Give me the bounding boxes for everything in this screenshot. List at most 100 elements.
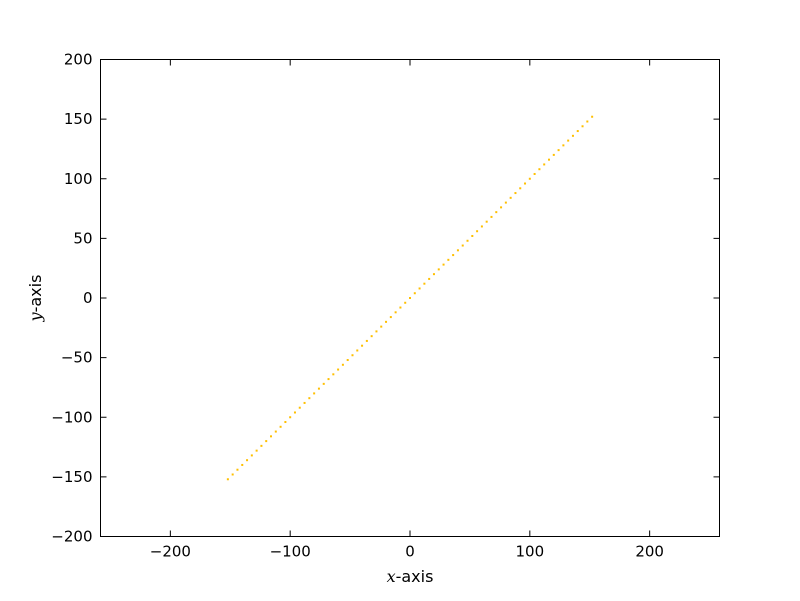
data-point (442, 263, 445, 266)
data-point (437, 268, 440, 271)
data-point (236, 468, 239, 471)
data-point (552, 153, 555, 156)
y-tick-label: −100 (51, 408, 92, 426)
data-point (279, 425, 282, 428)
x-axis-label-text: -axis (396, 567, 434, 586)
y-tick-label: −200 (51, 528, 92, 546)
data-point (533, 172, 536, 175)
data-point (538, 168, 541, 171)
data-point (495, 211, 498, 214)
data-point (461, 244, 464, 247)
data-point (260, 444, 263, 447)
x-axis-label-var: x (387, 567, 396, 586)
y-axis-label-text: -axis (26, 275, 45, 313)
data-point (519, 187, 522, 190)
data-point (255, 449, 258, 452)
y-tick-label: 150 (64, 110, 93, 128)
data-point (380, 325, 383, 328)
data-point (341, 363, 344, 366)
data-point (466, 239, 469, 242)
data-point (418, 287, 421, 290)
data-point (394, 311, 397, 314)
data-point (226, 478, 229, 481)
data-point (332, 373, 335, 376)
data-point (293, 411, 296, 414)
data-point (337, 368, 340, 371)
x-tick-label: 200 (635, 543, 664, 561)
data-point (509, 196, 512, 199)
data-point (365, 339, 368, 342)
data-point (528, 177, 531, 180)
data-point (409, 297, 411, 299)
y-tick-label: 50 (73, 229, 92, 247)
data-point (389, 316, 392, 319)
data-point (241, 463, 244, 466)
data-point (231, 473, 234, 476)
data-point (404, 301, 407, 304)
data-point (303, 401, 306, 404)
data-point (327, 378, 330, 381)
y-axis-label: y-axis (26, 275, 45, 323)
x-tick-label: −100 (270, 543, 311, 561)
y-tick-label: 200 (64, 51, 93, 69)
data-point (543, 163, 546, 166)
data-point (591, 115, 594, 118)
data-point (284, 421, 287, 424)
x-axis-label: x-axis (387, 567, 434, 586)
data-point (571, 134, 574, 137)
data-point (308, 397, 311, 400)
data-point (265, 440, 268, 443)
y-axis-label-var: y (26, 311, 45, 322)
data-point (504, 201, 507, 204)
x-tick-label: 0 (405, 543, 415, 561)
data-points (226, 115, 594, 481)
data-point (480, 225, 483, 228)
data-point (298, 406, 301, 409)
data-point (375, 330, 378, 333)
data-point (476, 230, 479, 233)
y-tick-label: −150 (51, 468, 92, 486)
data-point (581, 125, 584, 128)
data-point (246, 459, 249, 462)
data-point (313, 392, 316, 395)
data-point (557, 149, 560, 152)
data-point (562, 144, 565, 147)
data-point (361, 344, 364, 347)
data-point (270, 435, 273, 438)
data-point (500, 206, 503, 209)
data-point (485, 220, 488, 223)
data-point (447, 258, 450, 261)
data-point (514, 192, 517, 195)
data-point (346, 359, 349, 362)
data-point (471, 234, 474, 237)
data-point (399, 306, 402, 309)
y-tick-label: 100 (64, 170, 93, 188)
data-point (586, 120, 589, 123)
y-tick-label: 0 (83, 289, 93, 307)
data-point (490, 215, 493, 218)
data-point (322, 382, 325, 385)
y-tick-label: −50 (61, 349, 93, 367)
data-point (423, 282, 426, 285)
data-point (317, 387, 320, 390)
x-tick-label: 100 (516, 543, 545, 561)
data-point (567, 139, 570, 142)
data-point (289, 416, 292, 419)
data-point (428, 277, 431, 280)
data-point (385, 320, 388, 323)
data-point (432, 273, 435, 276)
data-point (351, 354, 354, 357)
data-point (456, 249, 459, 252)
data-point (576, 130, 579, 133)
data-point (524, 182, 527, 185)
ticks: −200 −100 0 100 200 −200 −150 −100 −50 0 50 100 150 2… (51, 51, 720, 561)
data-point (413, 292, 416, 295)
data-point (250, 454, 253, 457)
data-point (370, 335, 373, 338)
data-point (452, 254, 455, 257)
data-point (547, 158, 550, 161)
data-point (356, 349, 359, 352)
x-tick-label: −200 (150, 543, 191, 561)
data-point (274, 430, 277, 433)
